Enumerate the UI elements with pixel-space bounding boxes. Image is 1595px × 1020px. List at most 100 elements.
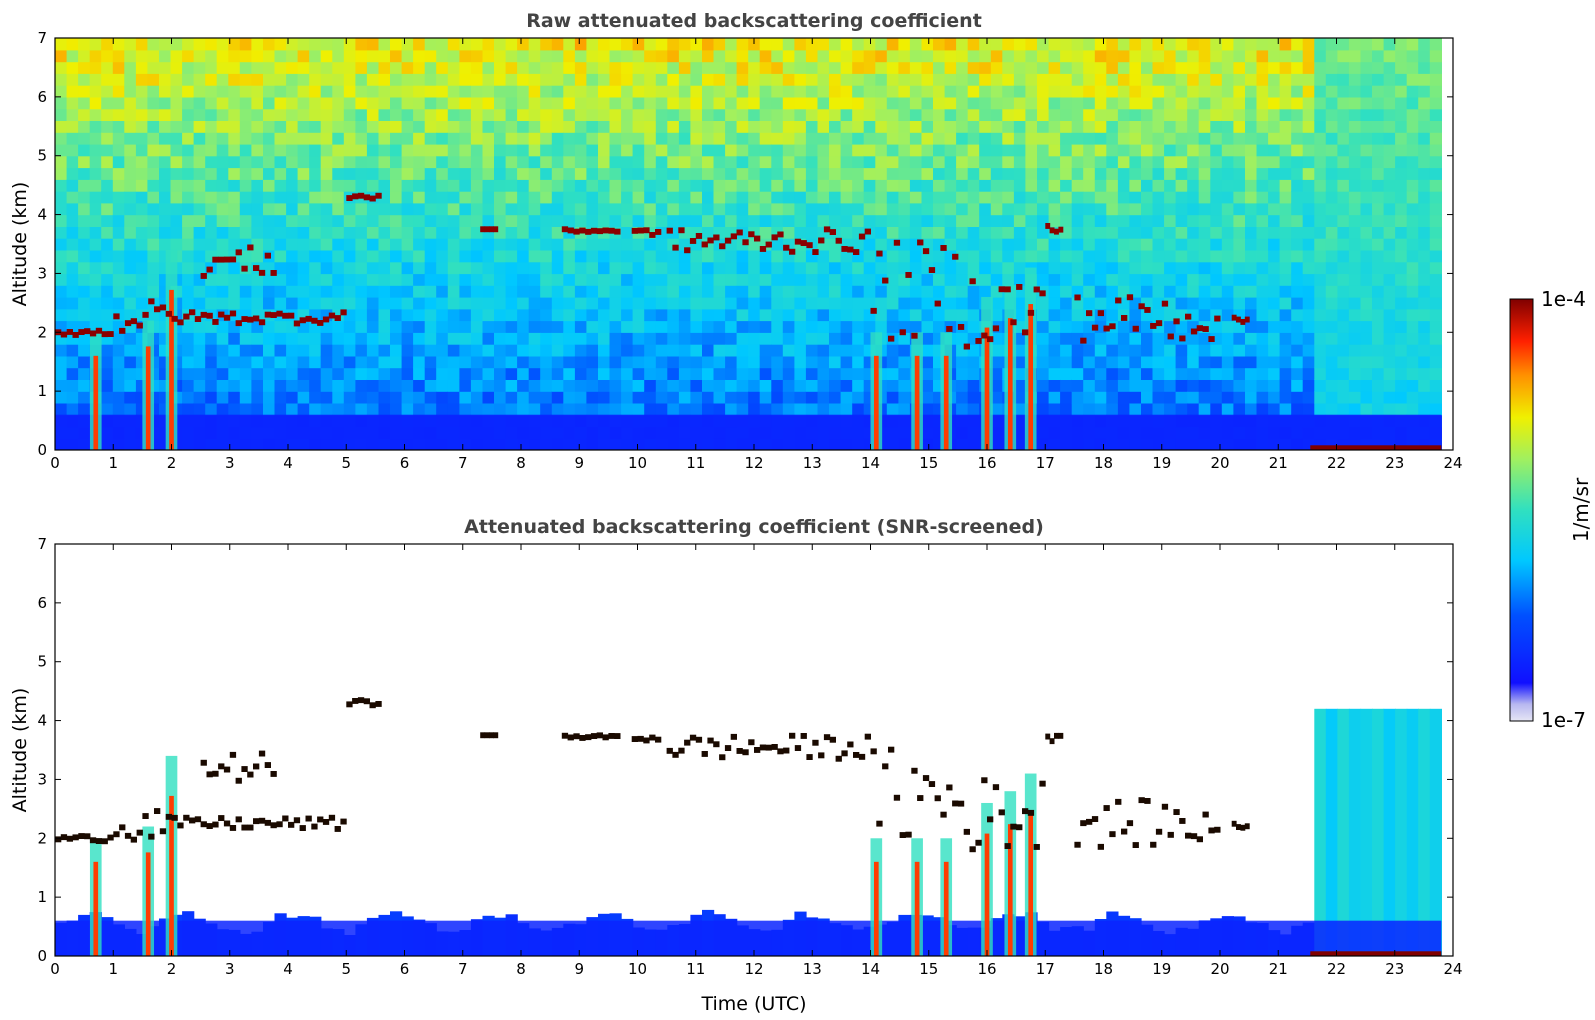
cloud-segment	[1144, 798, 1151, 804]
noise-cell	[1348, 96, 1362, 110]
noise-cell	[332, 38, 345, 51]
noise-cell	[655, 367, 668, 380]
noise-cell	[274, 49, 287, 63]
noise-cell	[909, 179, 923, 192]
noise-cell	[540, 391, 553, 404]
noise-cell	[1198, 61, 1211, 74]
cloud-segment	[89, 330, 97, 337]
noise-cell	[424, 132, 437, 145]
noise-cell	[1187, 249, 1200, 263]
noise-cell	[748, 108, 761, 121]
noise-cell	[748, 355, 761, 369]
noise-cell	[193, 379, 206, 392]
noise-cell	[1372, 214, 1385, 227]
cloud-segment	[101, 331, 108, 338]
noise-cell	[551, 73, 564, 86]
noise-cell	[1221, 391, 1234, 404]
noise-cell	[863, 155, 876, 169]
noise-cell	[574, 108, 588, 121]
noise-cell	[528, 308, 541, 322]
noise-cell	[424, 226, 437, 239]
cloud-segment	[684, 739, 691, 746]
noise-cell	[909, 297, 923, 310]
noise-cell	[517, 226, 530, 239]
noise-cell	[863, 202, 876, 216]
noise-cell	[898, 61, 911, 74]
noise-cell	[1221, 273, 1234, 286]
noise-cell	[1291, 179, 1304, 192]
noise-cell	[1221, 85, 1234, 98]
noise-cell	[621, 155, 634, 169]
noise-cell	[101, 143, 114, 157]
noise-cell	[829, 120, 842, 133]
noise-cell	[482, 202, 495, 216]
noise-cell	[147, 273, 160, 286]
noise-cell	[1083, 261, 1096, 275]
noise-cell	[332, 226, 345, 239]
noise-cell	[135, 108, 149, 121]
noise-cell	[309, 96, 322, 110]
noise-cell	[297, 49, 310, 63]
noise-cell	[274, 249, 287, 263]
cloud-segment	[911, 332, 918, 339]
noise-cell	[101, 132, 114, 145]
noise-cell	[228, 367, 241, 380]
noise-cell	[1013, 143, 1027, 157]
noise-cell	[274, 320, 287, 333]
noise-cell	[1383, 191, 1396, 204]
noise-cell	[1256, 344, 1269, 357]
noise-cell	[574, 191, 588, 204]
noise-cell	[482, 238, 495, 251]
noise-cell	[251, 273, 264, 286]
noise-cell	[459, 214, 472, 227]
noise-cell	[817, 202, 830, 216]
noise-cell	[170, 108, 183, 121]
noise-cell	[401, 344, 414, 357]
noise-cell	[239, 391, 252, 404]
noise-cell	[1221, 132, 1234, 145]
noise-cell	[1048, 132, 1061, 145]
noise-cell	[263, 367, 276, 380]
noise-cell	[748, 155, 761, 169]
noise-cell	[586, 379, 599, 392]
noise-cell	[78, 73, 91, 86]
noise-cell	[1279, 367, 1292, 380]
noise-cell	[378, 273, 391, 286]
noise-cell	[470, 273, 484, 286]
noise-cell	[1187, 297, 1200, 310]
noise-cell	[1418, 285, 1431, 298]
noise-cell	[794, 249, 807, 263]
cloud-segment	[771, 234, 778, 241]
noise-cell	[944, 132, 957, 145]
x-tick-label: 20	[1210, 454, 1229, 472]
cloud-segment	[235, 816, 242, 823]
noise-cell	[66, 226, 79, 239]
noise-cell	[632, 85, 645, 98]
noise-cell	[320, 320, 333, 333]
noise-cell	[632, 344, 645, 357]
noise-cell	[55, 379, 68, 392]
cloud-segment	[305, 315, 312, 322]
noise-cell	[1210, 155, 1223, 169]
noise-cell	[78, 402, 91, 416]
noise-cell	[228, 238, 241, 251]
noise-cell	[875, 308, 888, 322]
noise-cell	[736, 297, 749, 310]
noise-cell	[378, 402, 391, 416]
noise-cell	[771, 402, 784, 416]
cloud-segment	[1190, 328, 1198, 335]
noise-cell	[505, 167, 518, 180]
noise-cell	[251, 38, 264, 51]
noise-cell	[540, 191, 553, 204]
noise-cell	[1418, 344, 1431, 357]
noise-cell	[286, 167, 299, 180]
noise-cell	[182, 320, 195, 333]
noise-cell	[690, 108, 703, 121]
noise-cell	[1418, 191, 1431, 204]
noise-cell	[1360, 379, 1373, 392]
noise-cell	[1048, 120, 1061, 133]
noise-cell	[909, 273, 923, 286]
noise-cell	[286, 273, 299, 286]
noise-cell	[320, 391, 333, 404]
noise-cell	[782, 120, 795, 133]
